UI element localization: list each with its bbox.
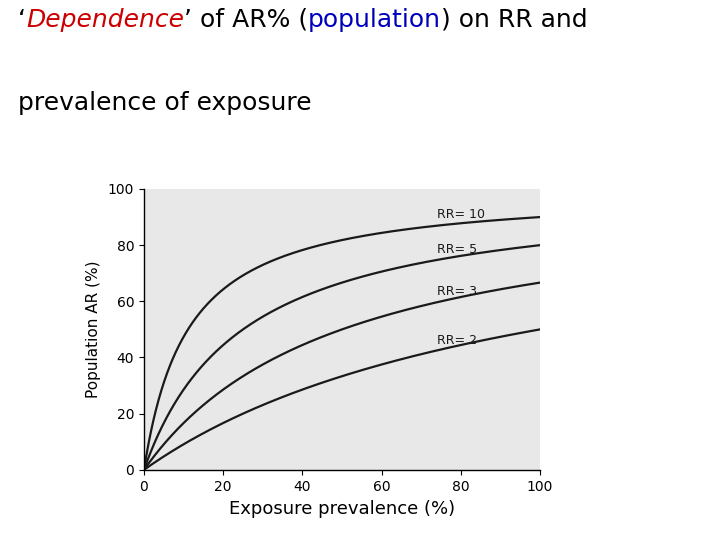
- Text: Dependence: Dependence: [26, 8, 184, 31]
- Text: RR= 3: RR= 3: [437, 286, 477, 299]
- Text: RR= 2: RR= 2: [437, 334, 477, 347]
- Text: RR= 10: RR= 10: [437, 208, 485, 221]
- Text: ’ of AR% (: ’ of AR% (: [184, 8, 308, 31]
- Text: RR= 5: RR= 5: [437, 243, 477, 256]
- Y-axis label: Population AR (%): Population AR (%): [86, 261, 101, 398]
- Text: prevalence of exposure: prevalence of exposure: [18, 91, 312, 114]
- X-axis label: Exposure prevalence (%): Exposure prevalence (%): [229, 501, 455, 518]
- Text: ‘: ‘: [18, 8, 26, 31]
- Text: ) on RR and: ) on RR and: [441, 8, 588, 31]
- Text: population: population: [308, 8, 441, 31]
